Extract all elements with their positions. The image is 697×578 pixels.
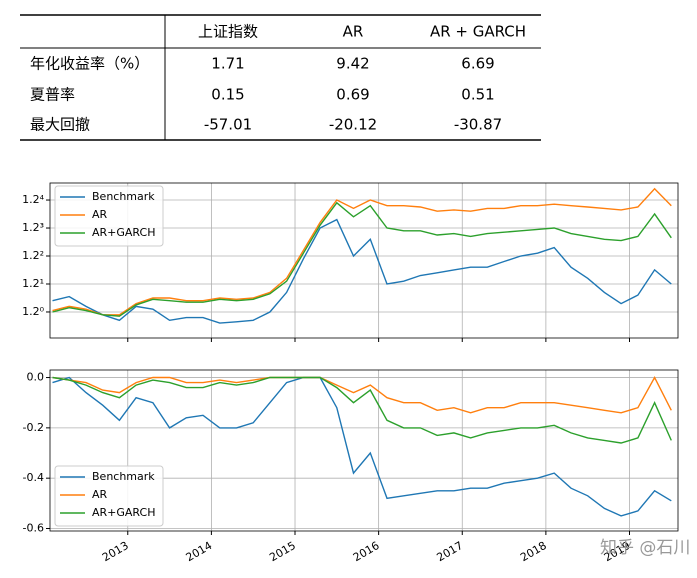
cell: -30.87 bbox=[454, 116, 502, 134]
series-line bbox=[52, 201, 672, 317]
column-header: 上证指数 bbox=[198, 23, 258, 41]
row-label: 年化收益率（%） bbox=[30, 55, 149, 73]
y-tick-label: 1.2⁰ bbox=[22, 305, 44, 318]
legend-label: AR+GARCH bbox=[92, 506, 155, 519]
legend-label: AR bbox=[92, 208, 108, 221]
y-tick-label: -0.6 bbox=[23, 521, 44, 534]
y-tick-label: 0.0 bbox=[27, 371, 45, 384]
y-tick-label: -0.4 bbox=[23, 471, 44, 484]
legend-label: Benchmark bbox=[92, 190, 155, 203]
x-tick-label: 2013 bbox=[100, 539, 131, 564]
row-label: 最大回撤 bbox=[30, 116, 90, 134]
series-line bbox=[52, 187, 672, 316]
legend-label: AR+GARCH bbox=[92, 226, 155, 239]
cell: 0.51 bbox=[461, 86, 494, 104]
plot-frame bbox=[49, 369, 679, 532]
row-label: 夏普率 bbox=[30, 86, 75, 104]
series-line bbox=[52, 376, 672, 444]
x-tick-label: 2015 bbox=[267, 539, 298, 564]
cell: 9.42 bbox=[336, 55, 369, 73]
cell: 1.71 bbox=[211, 55, 244, 73]
legend-label: Benchmark bbox=[92, 470, 155, 483]
column-header: AR bbox=[343, 23, 364, 41]
watermark: 知乎 @石川 bbox=[600, 538, 690, 558]
cell: 0.69 bbox=[336, 86, 369, 104]
legend-label: AR bbox=[92, 488, 108, 501]
series-line bbox=[52, 376, 672, 517]
legend-box bbox=[54, 185, 164, 247]
series-line bbox=[52, 376, 672, 414]
column-header: AR + GARCH bbox=[430, 23, 526, 41]
y-tick-label: 1.2³ bbox=[22, 221, 44, 234]
y-tick-label: 1.2⁴ bbox=[22, 193, 44, 206]
cell: -57.01 bbox=[204, 116, 252, 134]
series-line bbox=[52, 218, 672, 324]
x-tick-label: 2014 bbox=[184, 539, 215, 564]
y-tick-label: 1.2² bbox=[22, 249, 44, 262]
x-tick-label: 2018 bbox=[518, 539, 549, 564]
x-tick-label: 2016 bbox=[351, 539, 382, 564]
y-tick-label: 1.2¹ bbox=[22, 277, 44, 290]
cell: 0.15 bbox=[211, 86, 244, 104]
x-tick-label: 2017 bbox=[435, 539, 466, 564]
cell: 6.69 bbox=[461, 55, 494, 73]
y-tick-label: -0.2 bbox=[23, 421, 44, 434]
cell: -20.12 bbox=[329, 116, 377, 134]
plot-frame bbox=[49, 182, 679, 339]
legend-box bbox=[54, 465, 164, 527]
